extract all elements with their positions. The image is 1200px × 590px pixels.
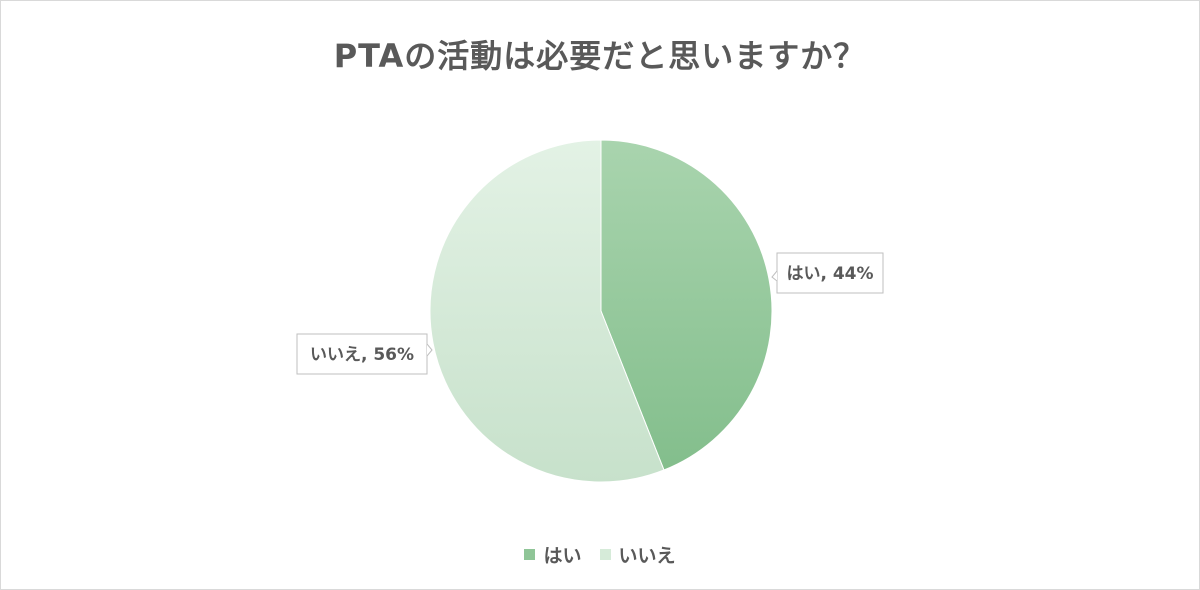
legend-swatch-no (599, 549, 611, 560)
legend-swatch-yes (524, 549, 536, 560)
legend-item-yes: はい (524, 541, 582, 568)
data-label-no-text: いいえ, 56% (310, 345, 414, 365)
data-label-yes-text: はい, 44% (786, 264, 873, 284)
data-label-yes: はい, 44% (771, 252, 884, 294)
legend: はい いいえ (1, 541, 1199, 568)
pie-slice-yes (600, 139, 773, 471)
chart-title: PTAの活動は必要だと思いますか？ (333, 37, 867, 75)
legend-item-no: いいえ (599, 541, 676, 568)
legend-label-no: いいえ (618, 545, 676, 567)
data-label-no: いいえ, 56% (296, 333, 433, 375)
legend-label-yes: はい (543, 545, 582, 567)
pie-slice-no (429, 139, 665, 483)
